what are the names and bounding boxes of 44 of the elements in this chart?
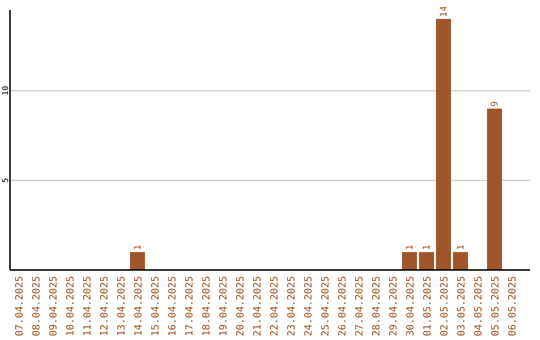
x-tick-label: 18.04.2025 (202, 276, 212, 336)
x-tick-label: 06.05.2025 (508, 276, 518, 336)
data-label: 1 (134, 244, 144, 250)
x-tick-label: 10.04.2025 (66, 276, 76, 336)
x-tick-label: 07.04.2025 (14, 276, 26, 336)
x-tick-label: 12.04.2025 (100, 276, 110, 336)
x-tick-label: 02.05.2025 (440, 276, 450, 336)
x-tick-label: 24.04.2025 (304, 276, 314, 336)
x-tick-label: 05.05.2025 (490, 276, 502, 336)
bar (402, 252, 417, 270)
x-tick-label: 22.04.2025 (270, 276, 280, 336)
y-tick-label: 5 (1, 178, 10, 183)
x-tick-label: 25.04.2025 (320, 276, 332, 336)
data-label: 1 (406, 244, 416, 250)
x-tick-label: 09.04.2025 (48, 276, 60, 336)
x-tick-label: 20.04.2025 (236, 276, 246, 336)
bar (130, 252, 145, 270)
x-tick-label: 23.04.2025 (286, 276, 298, 336)
x-tick-label: 27.04.2025 (354, 276, 366, 336)
x-tick-label: 01.05.2025 (422, 276, 434, 336)
bar (487, 108, 502, 270)
x-tick-label: 14.04.2025 (134, 276, 144, 336)
bar (436, 18, 451, 270)
x-tick-label: 16.04.2025 (168, 276, 178, 336)
x-tick-label: 13.04.2025 (116, 276, 128, 336)
x-tick-label: 19.04.2025 (218, 276, 230, 336)
x-tick-label: 11.04.2025 (82, 276, 94, 336)
x-tick-label: 17.04.2025 (184, 276, 196, 336)
x-tick-label: 28.04.2025 (372, 276, 382, 336)
bar (453, 252, 468, 270)
x-tick-label: 08.04.2025 (32, 276, 42, 336)
data-label: 14 (440, 6, 450, 17)
y-tick-label: 10 (1, 86, 10, 96)
x-tick-label: 30.04.2025 (406, 276, 416, 336)
bar (419, 252, 434, 270)
data-label: 1 (422, 244, 432, 250)
x-tick-label: 04.05.2025 (474, 276, 484, 336)
x-tick-label: 03.05.2025 (456, 276, 468, 336)
x-tick-label: 21.04.2025 (252, 276, 264, 336)
data-label: 1 (456, 244, 466, 250)
x-tick-label: 15.04.2025 (150, 276, 162, 336)
data-label: 9 (490, 101, 500, 107)
x-tick-label: 29.04.2025 (388, 276, 400, 336)
x-tick-label: 26.04.2025 (338, 276, 348, 336)
